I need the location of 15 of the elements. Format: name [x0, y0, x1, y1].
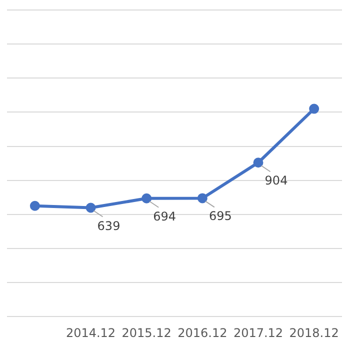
- point: [253, 158, 264, 168]
- point: [309, 104, 320, 114]
- x-tick-label: 2016.12: [178, 326, 228, 340]
- data-label: 695: [208, 209, 232, 224]
- point: [30, 200, 40, 211]
- x-tick-label: 2015.12: [122, 326, 172, 340]
- point: [142, 193, 152, 204]
- point: [197, 193, 208, 204]
- x-tick-label: 2017.12: [233, 326, 284, 340]
- x-tick-label: 2018.12: [289, 326, 339, 340]
- point: [86, 202, 96, 213]
- data-label: 639: [97, 218, 120, 233]
- data-label: 904: [264, 174, 288, 188]
- data-label: 694: [153, 209, 176, 224]
- x-tick-label: 2014.12: [66, 326, 116, 340]
